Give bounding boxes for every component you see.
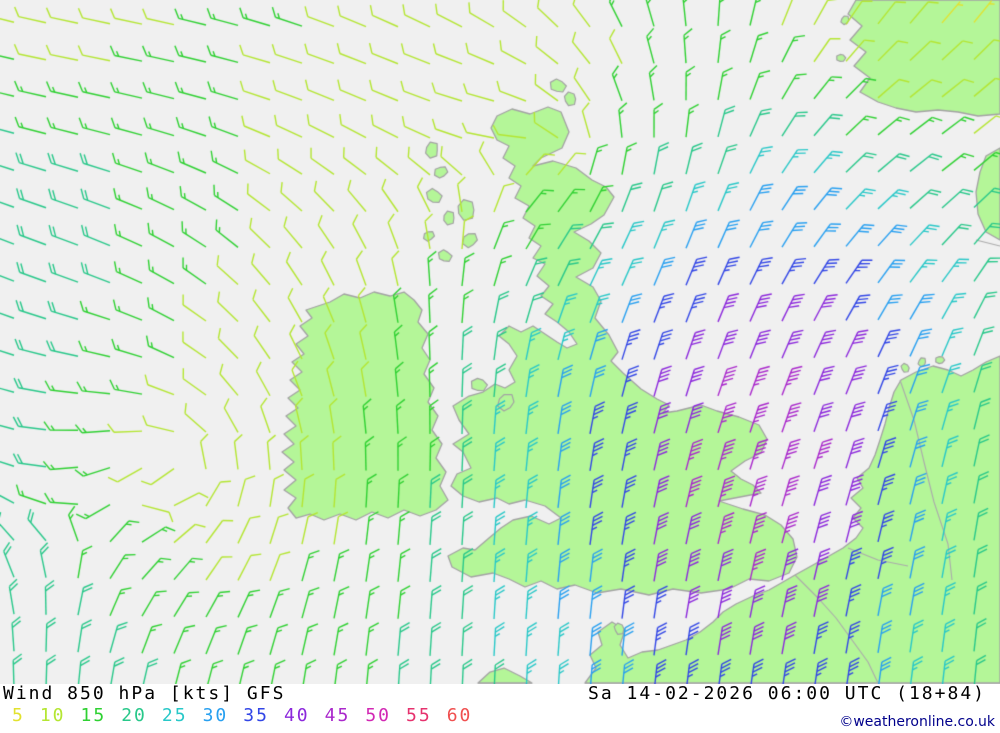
- scale-value-20: 20: [121, 705, 147, 726]
- scale-value-45: 45: [324, 705, 351, 726]
- map-title: Wind 850 hPa [kts] GFS: [3, 683, 286, 704]
- weather-map-canvas: [0, 0, 1000, 684]
- scale-value-40: 40: [283, 705, 310, 726]
- wind-speed-scale: 5 10 15 20 25 30 35 40 45 50 55 60: [12, 706, 472, 726]
- scale-value-30: 30: [202, 705, 229, 726]
- map-timestamp: Sa 14-02-2026 06:00 UTC (18+84): [588, 683, 986, 704]
- scale-value-35: 35: [243, 705, 269, 726]
- scale-value-25: 25: [161, 705, 188, 726]
- scale-value-55: 55: [406, 705, 432, 726]
- scale-value-60: 60: [446, 705, 473, 726]
- scale-value-5: 5: [12, 705, 25, 726]
- scale-value-15: 15: [80, 705, 107, 726]
- scale-value-50: 50: [365, 705, 392, 726]
- scale-value-10: 10: [39, 705, 66, 726]
- copyright-link[interactable]: ©weatheronline.co.uk: [839, 714, 995, 730]
